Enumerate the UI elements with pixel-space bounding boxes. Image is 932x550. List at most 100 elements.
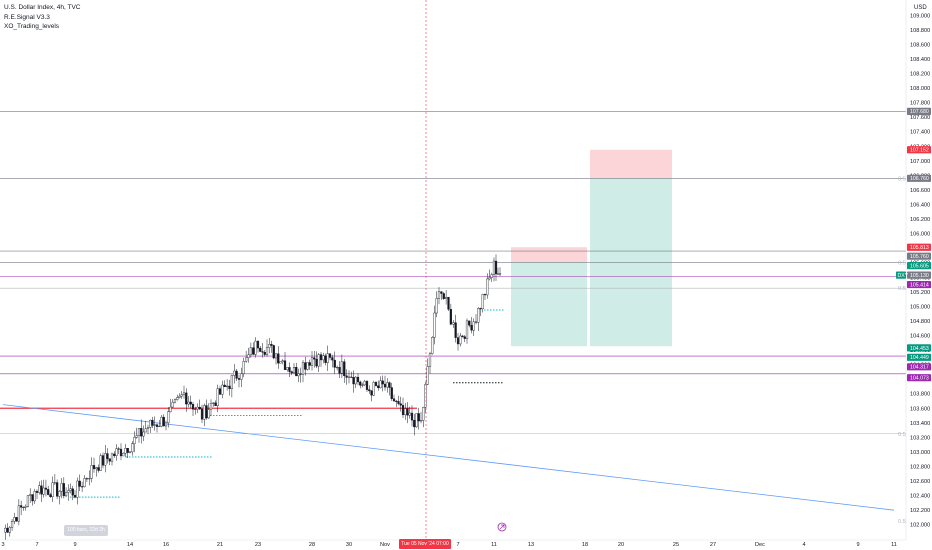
- candle-body-up: [242, 361, 245, 374]
- fib-level-label: 0.5: [898, 432, 906, 438]
- candle-body-down: [483, 294, 487, 296]
- price-tag[interactable]: 107.680: [907, 107, 931, 116]
- candle-body-down: [324, 355, 327, 363]
- candle: [10, 519, 14, 531]
- price-tag-bg: [907, 363, 931, 371]
- price-tag[interactable]: 105.414: [907, 280, 931, 289]
- time-tick-label: 28: [309, 542, 315, 548]
- candle: [410, 405, 414, 427]
- candle: [435, 291, 438, 318]
- candle: [44, 479, 48, 497]
- candle-body-down: [461, 335, 464, 337]
- candle-body-down: [200, 408, 204, 420]
- candle-body-up: [233, 370, 236, 376]
- candle-body-down: [399, 403, 402, 406]
- candle-body-up: [110, 453, 114, 462]
- candle: [38, 481, 41, 495]
- candle-body-up: [363, 381, 366, 386]
- candle: [252, 342, 255, 356]
- candle-body-down: [290, 371, 293, 374]
- candle: [299, 367, 302, 383]
- price-tag-text: 105.414: [910, 282, 929, 288]
- candle: [263, 350, 266, 357]
- take-profit-zone[interactable]: [511, 262, 587, 347]
- candle: [408, 406, 411, 419]
- candle: [164, 420, 168, 431]
- candle: [290, 370, 293, 376]
- indicator-label-1[interactable]: R.E.Signal V3.3: [4, 13, 50, 21]
- price-tag[interactable]: 104.449: [907, 353, 931, 362]
- candle-body-up: [53, 482, 56, 484]
- candle-body-up: [415, 413, 418, 428]
- candle: [449, 303, 452, 326]
- candle-body-up: [173, 399, 177, 403]
- candle: [31, 494, 34, 506]
- symbol-title[interactable]: U.S. Dollar Index, 4h, TVC: [4, 4, 81, 11]
- stop-loss-zone[interactable]: [590, 149, 672, 179]
- price-tick-label: 107.400: [910, 130, 930, 136]
- symbol-tag: DXY: [896, 271, 909, 279]
- price-tag-bg: [907, 271, 931, 279]
- alert-icon[interactable]: [497, 522, 507, 532]
- candle: [249, 342, 252, 358]
- candle: [247, 347, 250, 363]
- candle: [33, 488, 36, 504]
- candle-body-down: [198, 406, 201, 410]
- candle-body-up: [38, 485, 41, 493]
- candle: [144, 420, 147, 433]
- candle-body-up: [426, 366, 429, 385]
- candle-body-down: [338, 367, 341, 374]
- candle: [461, 334, 464, 338]
- candle: [15, 517, 18, 522]
- candle: [90, 457, 93, 483]
- stop-loss-zone[interactable]: [511, 247, 587, 263]
- candle-body-down: [456, 337, 460, 345]
- price-tag[interactable]: 105.130: [907, 271, 931, 279]
- price-tag[interactable]: 104.073: [907, 374, 931, 382]
- time-tick-label: 11: [491, 542, 497, 548]
- candle: [268, 337, 271, 354]
- candle-body-down: [331, 357, 334, 361]
- candle-body-up: [17, 505, 20, 522]
- candle-body-up: [180, 394, 183, 397]
- price-tag[interactable]: 106.760: [907, 174, 931, 183]
- candle: [140, 419, 143, 444]
- candle: [254, 337, 257, 358]
- indicator-label-2[interactable]: XO_Trading_levels: [4, 23, 60, 30]
- price-tag[interactable]: 105.605: [907, 262, 931, 270]
- candle-body-down: [270, 344, 273, 346]
- candle-body-down: [315, 358, 318, 367]
- price-tag[interactable]: 105.760: [907, 252, 931, 261]
- time-tick-label: 16: [163, 542, 169, 548]
- candle: [317, 353, 320, 372]
- candle-body-up: [13, 517, 16, 522]
- candle-body-down: [256, 340, 260, 349]
- currency-label[interactable]: USD: [914, 5, 927, 11]
- candle: [256, 340, 260, 353]
- price-tag[interactable]: 107.152: [907, 146, 931, 154]
- candle: [226, 379, 229, 391]
- candle-body-down: [395, 400, 398, 402]
- time-tick-label: 7: [456, 542, 459, 548]
- candle-body-down: [359, 381, 362, 386]
- candle: [259, 345, 262, 352]
- candle: [88, 470, 91, 486]
- price-tag[interactable]: 105.813: [907, 243, 931, 252]
- price-tag[interactable]: 104.453: [907, 344, 931, 352]
- candle-body-down: [62, 483, 65, 497]
- candle: [419, 411, 423, 424]
- candle-body-up: [322, 355, 325, 361]
- candle: [101, 452, 105, 469]
- candle: [106, 448, 109, 464]
- price-tick-label: 102.800: [910, 465, 930, 471]
- candle-body-down: [406, 408, 409, 416]
- candle-body-down: [113, 453, 116, 456]
- candle-body-up: [142, 431, 145, 437]
- candle: [196, 403, 199, 414]
- price-tag[interactable]: 104.317: [907, 363, 931, 371]
- candle-body-up: [379, 380, 382, 389]
- candle: [315, 351, 318, 369]
- candle-body-up: [158, 425, 161, 427]
- candle: [119, 443, 123, 461]
